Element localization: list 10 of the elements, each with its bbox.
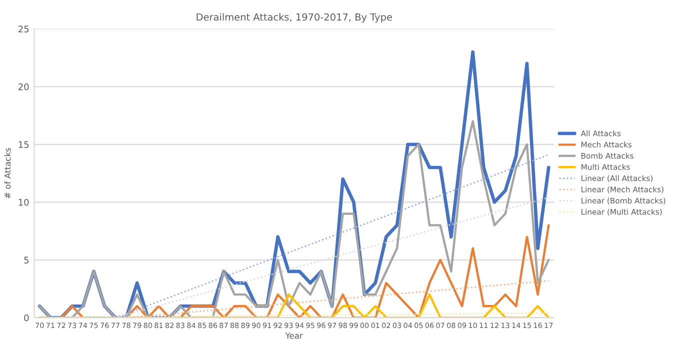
y-tick-label: 20	[18, 83, 29, 90]
y-tick-label: 25	[18, 26, 29, 32]
y-tick-label: 5	[24, 256, 29, 264]
chart-title: Derailment Attacks, 1970-2017, By Type	[196, 13, 392, 23]
y-tick-label: 10	[18, 198, 29, 206]
y-tick-label: 15	[18, 141, 29, 148]
line-series	[38, 120, 550, 318]
y-tick-label: 0	[24, 314, 29, 322]
x-axis-title: Year	[285, 332, 303, 339]
y-axis-title: # of Attacks	[4, 148, 11, 198]
